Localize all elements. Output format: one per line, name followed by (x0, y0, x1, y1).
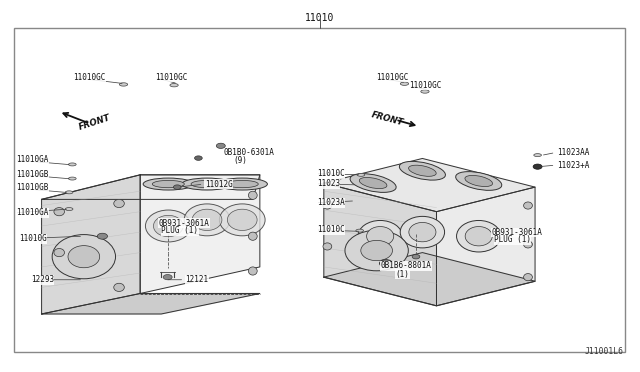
Text: 11010C: 11010C (317, 225, 344, 234)
Circle shape (412, 254, 420, 259)
Ellipse shape (534, 154, 541, 157)
Text: FRONT: FRONT (370, 110, 404, 128)
Text: 11010: 11010 (305, 13, 335, 23)
Text: 11010C: 11010C (317, 169, 344, 178)
Ellipse shape (217, 178, 268, 190)
Text: 0B931-3061A: 0B931-3061A (492, 228, 542, 237)
Text: 11023: 11023 (317, 179, 340, 188)
Circle shape (163, 275, 172, 280)
Polygon shape (140, 175, 260, 294)
Ellipse shape (52, 235, 116, 279)
Circle shape (97, 233, 108, 239)
Ellipse shape (143, 178, 193, 190)
Ellipse shape (170, 83, 178, 87)
Polygon shape (42, 175, 140, 314)
Ellipse shape (65, 191, 73, 194)
Text: 11012G: 11012G (205, 180, 232, 189)
Ellipse shape (358, 221, 403, 252)
Ellipse shape (54, 248, 65, 257)
Circle shape (533, 164, 542, 169)
Ellipse shape (226, 180, 259, 188)
Polygon shape (42, 294, 260, 314)
Ellipse shape (359, 177, 387, 189)
Ellipse shape (192, 209, 222, 231)
Ellipse shape (399, 161, 445, 180)
Text: 11010GA: 11010GA (16, 155, 49, 164)
Text: (1): (1) (396, 270, 410, 279)
Ellipse shape (408, 165, 436, 176)
Ellipse shape (323, 243, 332, 250)
Text: 0B931-3061A: 0B931-3061A (159, 219, 209, 228)
Text: 11010GC: 11010GC (410, 81, 442, 90)
Ellipse shape (184, 204, 230, 236)
Ellipse shape (456, 171, 502, 190)
Circle shape (173, 185, 181, 189)
Ellipse shape (356, 229, 364, 232)
Ellipse shape (456, 221, 501, 252)
Ellipse shape (367, 227, 394, 246)
Text: PLUG (1): PLUG (1) (161, 226, 198, 235)
Polygon shape (324, 183, 436, 306)
Ellipse shape (68, 163, 76, 166)
Text: 11023AA: 11023AA (557, 148, 589, 157)
Ellipse shape (465, 176, 493, 186)
Polygon shape (42, 175, 260, 199)
Ellipse shape (465, 227, 492, 246)
Circle shape (216, 143, 225, 148)
Text: 0B1B0-6301A: 0B1B0-6301A (224, 148, 275, 157)
Ellipse shape (345, 230, 408, 271)
Text: 12293: 12293 (31, 275, 54, 284)
Ellipse shape (145, 210, 191, 242)
Ellipse shape (54, 208, 65, 216)
Ellipse shape (524, 202, 532, 209)
Text: FRONT: FRONT (77, 113, 112, 132)
Polygon shape (324, 253, 535, 306)
Ellipse shape (421, 90, 429, 93)
Circle shape (380, 260, 392, 267)
Text: 11010G: 11010G (19, 234, 47, 243)
Ellipse shape (409, 222, 436, 242)
Ellipse shape (152, 180, 184, 188)
Ellipse shape (227, 209, 257, 231)
Text: 11010GC: 11010GC (156, 73, 188, 82)
Text: 11023+A: 11023+A (557, 161, 589, 170)
Text: 11023A: 11023A (317, 198, 344, 207)
Text: PLUG (1): PLUG (1) (494, 235, 531, 244)
Ellipse shape (248, 232, 257, 240)
Text: J11001L6: J11001L6 (584, 347, 623, 356)
Text: 11010GB: 11010GB (16, 183, 49, 192)
Ellipse shape (401, 82, 409, 85)
Ellipse shape (323, 202, 332, 209)
Ellipse shape (68, 177, 76, 180)
Ellipse shape (154, 215, 183, 237)
Ellipse shape (114, 283, 124, 292)
Text: (9): (9) (234, 156, 248, 165)
Bar (14, 28, 625, 352)
Ellipse shape (350, 174, 396, 192)
Ellipse shape (65, 208, 73, 211)
Ellipse shape (191, 180, 223, 188)
Text: 12121: 12121 (186, 275, 209, 284)
Ellipse shape (400, 217, 445, 248)
Ellipse shape (361, 240, 392, 261)
Text: 11010GC: 11010GC (74, 73, 106, 82)
Ellipse shape (524, 273, 532, 281)
Ellipse shape (524, 241, 532, 248)
Text: 11010GA: 11010GA (16, 208, 49, 217)
Ellipse shape (68, 246, 100, 268)
Circle shape (195, 156, 202, 160)
Ellipse shape (248, 267, 257, 275)
Ellipse shape (114, 199, 124, 208)
Ellipse shape (120, 83, 128, 86)
Text: 0B1B6-8801A: 0B1B6-8801A (381, 262, 431, 270)
Ellipse shape (248, 191, 257, 199)
Ellipse shape (182, 178, 232, 190)
Ellipse shape (357, 173, 365, 176)
Ellipse shape (220, 204, 265, 236)
Polygon shape (436, 187, 535, 306)
Text: 11010GC: 11010GC (376, 73, 408, 82)
Polygon shape (324, 158, 535, 212)
Text: 11010GB: 11010GB (16, 170, 49, 179)
